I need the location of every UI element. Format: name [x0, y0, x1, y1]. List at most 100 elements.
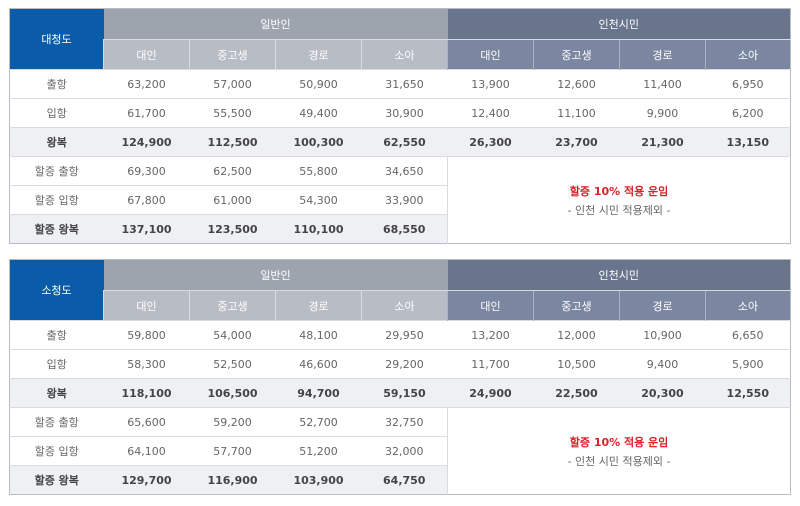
group-general-header: 일반인 [103, 259, 448, 291]
fare-cell: 9,900 [619, 98, 706, 128]
fare-cell: 59,200 [189, 407, 276, 437]
fare-cell: 106,500 [189, 378, 276, 408]
fare-row-arrival: 입항 58,300 52,500 46,600 29,200 11,700 10… [9, 349, 791, 379]
fare-cell: 12,600 [533, 69, 620, 99]
fare-row-surcharge-arrival: 할증 입항 64,100 57,700 51,200 32,000 [9, 436, 791, 466]
fare-cell: 6,950 [705, 69, 791, 99]
col-adult-incheon: 대인 [447, 39, 534, 70]
fare-cell: 52,500 [189, 349, 276, 379]
fare-cell: 48,100 [275, 320, 362, 350]
fare-cell: 59,800 [103, 320, 190, 350]
fare-cell: 32,750 [361, 407, 448, 437]
fare-row-roundtrip: 왕복 124,900 112,500 100,300 62,550 26,300… [9, 127, 791, 157]
fare-cell: 118,100 [103, 378, 190, 408]
fare-cell: 6,200 [705, 98, 791, 128]
fare-cell: 57,000 [189, 69, 276, 99]
fare-cell: 62,550 [361, 127, 448, 157]
fare-cell: 63,200 [103, 69, 190, 99]
fare-cell: 5,900 [705, 349, 791, 379]
fare-row-surcharge-roundtrip: 할증 왕복 137,100 123,500 110,100 68,550 [9, 214, 791, 244]
fare-cell: 61,000 [189, 185, 276, 215]
fare-cell: 32,000 [361, 436, 448, 466]
col-senior-general: 경로 [275, 39, 362, 70]
fare-cell: 61,700 [103, 98, 190, 128]
group-general-header: 일반인 [103, 8, 448, 40]
fare-cell: 23,700 [533, 127, 620, 157]
fare-cell: 129,700 [103, 465, 190, 495]
fare-cell: 29,200 [361, 349, 448, 379]
col-student-general: 중고생 [189, 39, 276, 70]
fare-table-socheongdo: 소청도 일반인 인천시민 대인 중고생 경로 소아 대인 중고생 경로 소아 출… [9, 259, 792, 495]
fare-cell: 12,550 [705, 378, 791, 408]
fare-cell: 11,700 [447, 349, 534, 379]
island-name: 대청도 [9, 8, 104, 70]
col-adult-general: 대인 [103, 290, 190, 321]
fare-cell: 21,300 [619, 127, 706, 157]
fare-cell: 20,300 [619, 378, 706, 408]
row-label: 입항 [9, 349, 104, 379]
fare-cell: 10,900 [619, 320, 706, 350]
surcharge-note-title: 할증 10% 적용 운임 [569, 435, 669, 449]
row-label: 왕복 [9, 378, 104, 408]
fare-cell: 13,150 [705, 127, 791, 157]
col-adult-general: 대인 [103, 39, 190, 70]
fare-row-surcharge-departure: 할증 출항 65,600 59,200 52,700 32,750 할증 10%… [9, 407, 791, 495]
surcharge-note: 할증 10% 적용 운임 - 인천 시민 적용제외 - [446, 156, 791, 244]
fare-cell: 12,000 [533, 320, 620, 350]
fare-cell: 69,300 [103, 156, 190, 186]
fare-cell: 68,550 [361, 214, 448, 244]
fare-cell: 55,500 [189, 98, 276, 128]
col-senior-incheon: 경로 [619, 290, 706, 321]
col-student-general: 중고생 [189, 290, 276, 321]
fare-cell: 59,150 [361, 378, 448, 408]
group-incheon-header: 인천시민 [447, 259, 791, 291]
surcharge-note-title: 할증 10% 적용 운임 [569, 184, 669, 198]
fare-cell: 65,600 [103, 407, 190, 437]
fare-row-departure: 출항 63,200 57,000 50,900 31,650 13,900 12… [9, 69, 791, 99]
fare-cell: 22,500 [533, 378, 620, 408]
fare-cell: 10,500 [533, 349, 620, 379]
fare-cell: 64,750 [361, 465, 448, 495]
col-student-incheon: 중고생 [533, 39, 620, 70]
row-label: 할증 왕복 [9, 214, 104, 244]
col-child-incheon: 소아 [704, 39, 791, 70]
fare-cell: 51,200 [275, 436, 362, 466]
row-label: 할증 입항 [9, 185, 104, 215]
surcharge-note-exclusion: - 인천 시민 적용제외 - [567, 203, 671, 217]
fare-cell: 112,500 [189, 127, 276, 157]
col-senior-general: 경로 [275, 290, 362, 321]
fare-row-arrival: 입항 61,700 55,500 49,400 30,900 12,400 11… [9, 98, 791, 128]
fare-cell: 55,800 [275, 156, 362, 186]
col-child-general: 소아 [361, 290, 448, 321]
row-label: 입항 [9, 98, 104, 128]
row-label: 할증 왕복 [9, 465, 104, 495]
fare-row-surcharge-departure: 할증 출항 69,300 62,500 55,800 34,650 할증 10%… [9, 156, 791, 244]
row-label: 왕복 [9, 127, 104, 157]
surcharge-note-exclusion: - 인천 시민 적용제외 - [567, 454, 671, 468]
fare-cell: 11,100 [533, 98, 620, 128]
col-adult-incheon: 대인 [447, 290, 534, 321]
row-label: 출항 [9, 320, 104, 350]
fare-row-departure: 출항 59,800 54,000 48,100 29,950 13,200 12… [9, 320, 791, 350]
fare-cell: 46,600 [275, 349, 362, 379]
fare-cell: 49,400 [275, 98, 362, 128]
fare-cell: 103,900 [275, 465, 362, 495]
fare-cell: 6,650 [705, 320, 791, 350]
col-student-incheon: 중고생 [533, 290, 620, 321]
fare-cell: 57,700 [189, 436, 276, 466]
fare-cell: 31,650 [361, 69, 448, 99]
fare-cell: 58,300 [103, 349, 190, 379]
fare-cell: 13,200 [447, 320, 534, 350]
fare-cell: 13,900 [447, 69, 534, 99]
fare-table-daecheongdo: 대청도 일반인 인천시민 대인 중고생 경로 소아 대인 중고생 경로 소아 출… [9, 8, 792, 244]
fare-cell: 54,000 [189, 320, 276, 350]
row-label: 할증 출항 [9, 407, 104, 437]
fare-cell: 54,300 [275, 185, 362, 215]
fare-cell: 62,500 [189, 156, 276, 186]
surcharge-note: 할증 10% 적용 운임 - 인천 시민 적용제외 - [446, 407, 791, 495]
group-incheon-header: 인천시민 [447, 8, 791, 40]
fare-cell: 50,900 [275, 69, 362, 99]
row-label: 할증 입항 [9, 436, 104, 466]
fare-cell: 100,300 [275, 127, 362, 157]
